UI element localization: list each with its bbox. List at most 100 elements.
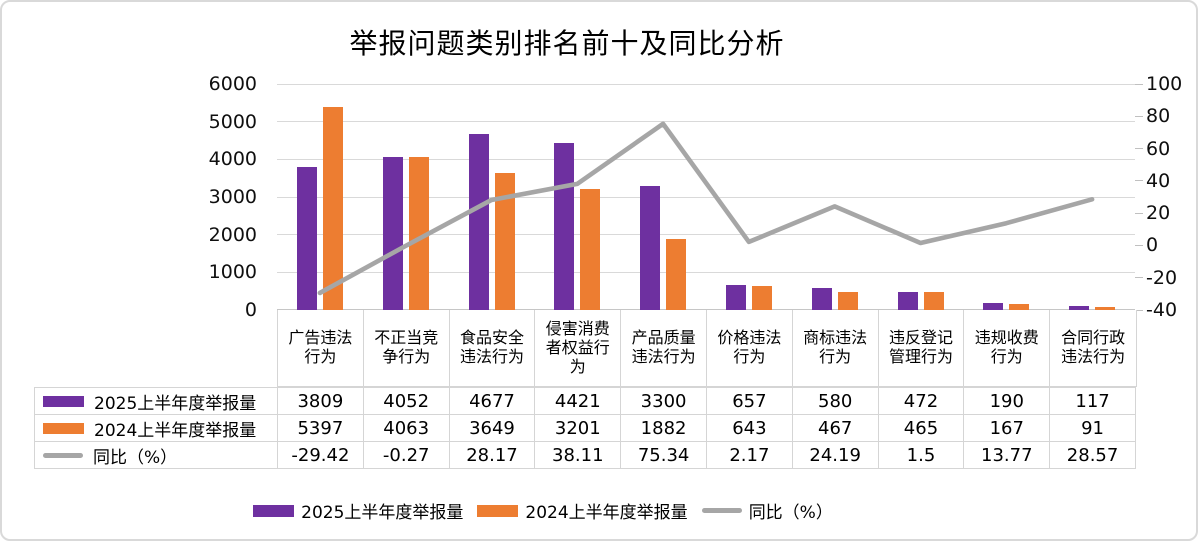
table-series-name: 同比（%） — [93, 447, 178, 468]
right-axis-tick — [1135, 83, 1143, 85]
right-axis-tick — [1135, 180, 1143, 182]
bar-2024上半年度举报量-商标违法行为 — [837, 292, 858, 310]
category-label: 合同行政违法行为 — [1061, 330, 1126, 366]
gridline — [277, 83, 1135, 85]
right-axis-tick-label: 40 — [1146, 169, 1171, 192]
legend-item: 2025上半年度举报量 — [253, 498, 463, 523]
table-series-label: 2024上半年度举报量 — [35, 415, 278, 442]
bar-2025上半年度举报量-合同行政违法行为 — [1069, 305, 1090, 310]
table-value-cell: 2.17 — [706, 442, 793, 469]
right-axis-tick-label: -40 — [1146, 299, 1178, 321]
bar-2025上半年度举报量-违反登记管理行为 — [897, 292, 918, 310]
tongbi-line — [317, 121, 1095, 296]
right-axis-tick — [1135, 212, 1143, 214]
data-table: 2025上半年度举报量 3809 4052 4677 4421 3300 657 580 472… — [34, 387, 1136, 469]
right-axis-tick-label: 0 — [1146, 234, 1159, 257]
table-value-cell: 1.5 — [878, 442, 965, 469]
bar-2024上半年度举报量-违反登记管理行为 — [923, 292, 944, 310]
bar-2024上半年度举报量-价格违法行为 — [751, 285, 772, 310]
category-axis: 广告违法行为 不正当竞争行为 食品安全违法行为 侵害消费者权益行为 产品质量违法行为 价格… — [277, 310, 1137, 387]
left-axis-tick-label: 2000 — [208, 223, 257, 246]
bar-2025上半年度举报量-价格违法行为 — [725, 285, 746, 310]
table-value-cell: 3649 — [449, 415, 536, 442]
category-label: 产品质量违法行为 — [621, 310, 707, 386]
table-value-cell: 467 — [792, 415, 879, 442]
table-value-cell: 13.77 — [964, 442, 1051, 469]
table-value-cell: 4052 — [363, 388, 450, 415]
bar-legend-swatch-icon — [253, 504, 295, 517]
table-value-cell: 472 — [878, 388, 965, 415]
left-axis-tick-label: 4000 — [208, 148, 257, 171]
bar-2024上半年度举报量-产品质量违法行为 — [666, 239, 687, 310]
legend-item: 2024上半年度举报量 — [477, 498, 688, 523]
bar-2025上半年度举报量-商标违法行为 — [811, 288, 832, 310]
bar-2024上半年度举报量-侵害消费者权益行为 — [580, 189, 601, 310]
table-value-cell: 190 — [964, 388, 1051, 415]
bar-2025上半年度举报量-侵害消费者权益行为 — [554, 143, 575, 310]
table-series-label: 2025上半年度举报量 — [35, 388, 278, 415]
table-value-cell: 657 — [706, 388, 793, 415]
left-axis-tick-label: 3000 — [208, 186, 257, 208]
right-axis-tick — [1135, 244, 1143, 246]
bar-2025上半年度举报量-不正当竞争行为 — [382, 157, 403, 310]
table-value-cell: 28.17 — [449, 442, 536, 469]
gridline — [277, 121, 1135, 123]
table-value-cell: 4421 — [535, 388, 622, 415]
table-value-cell: 3201 — [535, 415, 622, 442]
table-value-cell: 75.34 — [621, 442, 707, 469]
category-label: 广告违法行为 — [278, 310, 364, 386]
category-label: 不正当竞争行为 — [364, 310, 450, 386]
table-value-cell: 117 — [1050, 388, 1136, 415]
table-value-cell: 465 — [878, 415, 965, 442]
table-value-cell: 91 — [1050, 415, 1136, 442]
left-axis-tick-label: 6000 — [208, 73, 257, 95]
table-value-cell: 4063 — [363, 415, 450, 442]
bar-2025上半年度举报量-广告违法行为 — [296, 166, 317, 310]
table-value-cell: 5397 — [278, 415, 364, 442]
table-value-cell: 1882 — [621, 415, 707, 442]
bar-2025上半年度举报量-违规收费行为 — [983, 302, 1004, 310]
table-value-cell: 643 — [706, 415, 793, 442]
gridline — [277, 234, 1135, 236]
right-axis-tick-label: 80 — [1146, 105, 1171, 128]
table-value-cell: 4677 — [449, 388, 536, 415]
bar-2024上半年度举报量-合同行政违法行为 — [1095, 306, 1116, 310]
line-legend-key-icon — [43, 452, 83, 458]
table-value-cell: 38.11 — [535, 442, 622, 469]
category-label: 价格违法行为 — [707, 310, 793, 386]
table-value-cell: 24.19 — [792, 442, 879, 469]
legend-label: 2024上半年度举报量 — [525, 503, 688, 523]
right-axis-tick — [1135, 309, 1143, 311]
table-value-cell: -0.27 — [363, 442, 450, 469]
bar-legend-swatch-icon — [477, 504, 519, 517]
table-value-cell: 3809 — [278, 388, 364, 415]
bar-2025上半年度举报量-食品安全违法行为 — [468, 133, 489, 310]
category-label: 侵害消费者权益行为 — [535, 310, 622, 386]
line-legend-swatch-icon — [701, 508, 742, 513]
legend-item: 同比（%） — [701, 498, 833, 523]
legend-label: 2025上半年度举报量 — [301, 503, 464, 523]
bar-2024上半年度举报量-食品安全违法行为 — [494, 172, 515, 310]
bar-2024上半年度举报量-不正当竞争行为 — [408, 156, 429, 310]
right-axis-tick-label: 100 — [1146, 73, 1183, 95]
legend-label: 同比（%） — [748, 503, 833, 523]
table-series-name: 2024上半年度举报量 — [94, 420, 257, 441]
right-axis-tick-label: 20 — [1146, 202, 1171, 225]
category-label: 违规收费行为 — [964, 310, 1051, 386]
gridline — [277, 271, 1135, 273]
category-label: 违反登记管理行为 — [879, 310, 965, 386]
table-value-cell: 167 — [964, 415, 1051, 442]
right-axis-tick-label: -20 — [1146, 266, 1178, 289]
table-series-name: 2025上半年度举报量 — [94, 393, 257, 414]
table-value-cell: -29.42 — [278, 442, 364, 469]
left-axis-tick-label: 1000 — [208, 261, 257, 284]
bar-legend-key-icon — [43, 422, 84, 434]
bar-2024上半年度举报量-广告违法行为 — [322, 106, 343, 310]
right-axis-tick-label: 60 — [1146, 137, 1171, 160]
bar-2025上半年度举报量-产品质量违法行为 — [640, 185, 661, 310]
table-value-cell: 28.57 — [1050, 442, 1136, 469]
left-axis-tick-label: 5000 — [208, 110, 257, 133]
gridline — [277, 196, 1135, 198]
bar-2024上半年度举报量-违规收费行为 — [1009, 303, 1030, 310]
